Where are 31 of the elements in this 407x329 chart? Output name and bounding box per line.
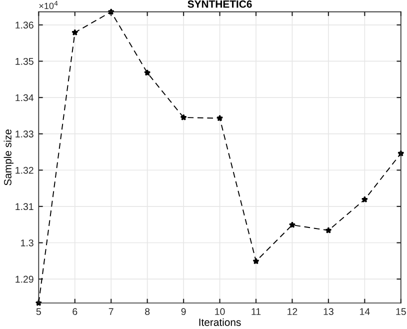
chart-title: SYNTHETIC6 bbox=[188, 0, 252, 8]
x-tick-label: 13 bbox=[324, 308, 334, 316]
point bbox=[361, 196, 368, 202]
text: ×10$^{4}$ bbox=[39, 0, 58, 10]
x-tick-label: 6 bbox=[72, 308, 78, 316]
x-tick-label: 8 bbox=[145, 308, 150, 316]
y-tick-label: 1.36 bbox=[16, 22, 34, 29]
x-tick-label: 15 bbox=[396, 308, 406, 316]
y-tick-label: 1.33 bbox=[16, 130, 34, 138]
point bbox=[72, 29, 78, 36]
point bbox=[288, 221, 296, 228]
point bbox=[144, 69, 151, 76]
point bbox=[180, 114, 187, 120]
y-tick-label: 1.34 bbox=[16, 94, 34, 102]
y-tick-label: 1.32 bbox=[16, 166, 34, 174]
point bbox=[216, 114, 224, 122]
x-tick-label: 9 bbox=[181, 308, 186, 316]
x-tick-label: 14 bbox=[360, 308, 370, 315]
x-tick-label: 5 bbox=[36, 308, 41, 316]
point bbox=[252, 258, 260, 264]
x-tick-label: 10 bbox=[215, 308, 225, 316]
x-tick-label: 11 bbox=[252, 308, 261, 315]
x-tick-label: 7 bbox=[108, 308, 114, 315]
y-tick-label: 1.31 bbox=[16, 203, 34, 210]
point bbox=[325, 226, 332, 234]
y-tick-label: 1.35 bbox=[16, 58, 34, 65]
y-axis-title: Sample size bbox=[4, 130, 14, 186]
x-tick-label: 12 bbox=[288, 308, 298, 315]
y-tick-label: 1.29 bbox=[16, 276, 34, 283]
y-tick-label: 1.3 bbox=[21, 239, 34, 246]
x-axis-title: Iterations bbox=[199, 318, 241, 326]
